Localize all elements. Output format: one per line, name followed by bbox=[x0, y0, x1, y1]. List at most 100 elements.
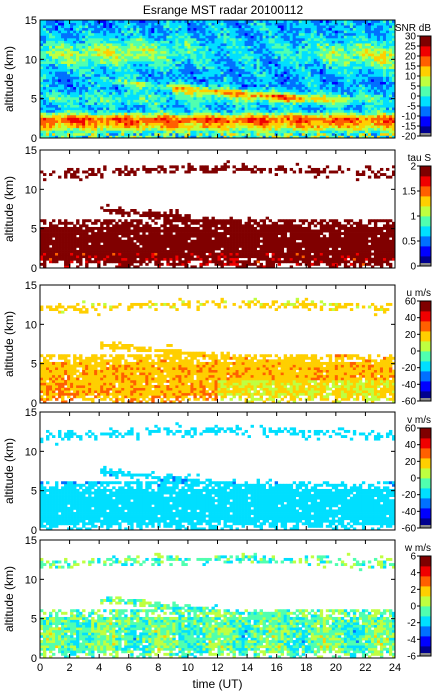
heatmap-cell bbox=[265, 120, 269, 123]
heatmap-cell bbox=[64, 130, 68, 134]
heatmap-cell bbox=[79, 71, 83, 75]
heatmap-cell bbox=[100, 30, 104, 34]
heatmap-cell bbox=[352, 127, 357, 131]
heatmap-cell bbox=[352, 66, 357, 70]
heatmap-cell bbox=[289, 37, 294, 41]
heatmap-cell bbox=[49, 122, 53, 126]
heatmap-cell bbox=[157, 73, 161, 77]
heatmap-cell bbox=[355, 125, 360, 129]
heatmap-cell bbox=[187, 63, 191, 67]
heatmap-cell bbox=[250, 120, 254, 123]
heatmap-cell bbox=[340, 35, 345, 39]
heatmap-cell bbox=[124, 114, 128, 118]
heatmap-cell bbox=[82, 84, 86, 88]
heatmap-cell bbox=[199, 112, 203, 116]
heatmap-cell bbox=[82, 32, 86, 36]
heatmap-cell bbox=[262, 20, 266, 23]
heatmap-cell bbox=[289, 89, 294, 93]
heatmap-cell bbox=[265, 55, 269, 59]
heatmap-cell bbox=[106, 91, 110, 95]
heatmap-cell bbox=[115, 112, 119, 116]
heatmap-cell bbox=[346, 73, 351, 77]
heatmap-cell bbox=[298, 73, 303, 77]
heatmap-cell bbox=[322, 99, 327, 103]
heatmap-cell bbox=[55, 30, 59, 34]
heatmap-cell bbox=[205, 37, 209, 41]
heatmap-cell bbox=[82, 40, 86, 44]
heatmap-cell bbox=[262, 84, 266, 88]
heatmap-cell bbox=[346, 81, 351, 85]
heatmap-cell bbox=[154, 79, 158, 82]
heatmap-cell bbox=[358, 104, 363, 108]
heatmap-cell bbox=[178, 25, 182, 29]
heatmap-cell bbox=[106, 89, 110, 93]
heatmap-cell bbox=[121, 122, 125, 126]
heatmap-cell bbox=[151, 53, 155, 57]
heatmap-cell bbox=[238, 79, 242, 82]
heatmap-cell bbox=[88, 94, 92, 98]
heatmap-cell bbox=[67, 76, 71, 80]
heatmap-cell bbox=[166, 84, 170, 88]
heatmap-cell bbox=[244, 25, 248, 29]
heatmap-cell bbox=[181, 43, 185, 47]
heatmap-cell bbox=[217, 73, 221, 77]
heatmap-cell bbox=[268, 71, 272, 75]
heatmap-cell bbox=[364, 84, 369, 88]
heatmap-cell bbox=[340, 94, 345, 98]
heatmap-cell bbox=[265, 30, 269, 34]
heatmap-cell bbox=[100, 96, 104, 100]
heatmap-cell bbox=[223, 22, 227, 26]
heatmap-cell bbox=[325, 96, 330, 100]
heatmap-cell bbox=[199, 96, 203, 100]
heatmap-cell bbox=[253, 127, 257, 131]
heatmap-cell bbox=[265, 40, 269, 44]
heatmap-cell bbox=[127, 86, 131, 90]
heatmap-cell bbox=[241, 104, 245, 108]
heatmap-cell bbox=[43, 81, 47, 85]
heatmap-cell bbox=[226, 63, 230, 67]
heatmap-cell bbox=[289, 125, 294, 129]
heatmap-cell bbox=[211, 109, 215, 113]
heatmap-cell bbox=[109, 120, 113, 123]
heatmap-cell bbox=[121, 55, 125, 59]
heatmap-cell bbox=[169, 68, 173, 72]
heatmap-cell bbox=[310, 48, 315, 52]
heatmap-cell bbox=[169, 130, 173, 134]
heatmap-cell bbox=[319, 127, 324, 131]
heatmap-cell bbox=[214, 94, 218, 98]
heatmap-cell bbox=[139, 76, 143, 80]
heatmap-cell bbox=[238, 63, 242, 67]
heatmap-cell bbox=[145, 114, 149, 118]
heatmap-cell bbox=[313, 125, 318, 129]
heatmap-cell bbox=[334, 125, 339, 129]
heatmap-cell bbox=[133, 132, 137, 136]
heatmap-cell bbox=[208, 86, 212, 90]
heatmap-cell bbox=[232, 45, 236, 49]
heatmap-cell bbox=[310, 122, 315, 126]
heatmap-cell bbox=[265, 104, 269, 108]
heatmap-cell bbox=[205, 79, 209, 82]
heatmap-cell bbox=[223, 76, 227, 80]
heatmap-cell bbox=[322, 102, 327, 106]
heatmap-cell bbox=[40, 112, 44, 116]
heatmap-cell bbox=[247, 71, 251, 75]
heatmap-cell bbox=[88, 20, 92, 23]
heatmap-cell bbox=[238, 30, 242, 34]
heatmap-cell bbox=[76, 91, 80, 95]
heatmap-cell bbox=[157, 89, 161, 93]
heatmap-cell bbox=[46, 132, 50, 136]
heatmap-cell bbox=[361, 117, 366, 121]
heatmap-cell bbox=[70, 109, 74, 113]
heatmap-cell bbox=[268, 109, 272, 113]
heatmap-cell bbox=[82, 120, 86, 123]
heatmap-cell bbox=[97, 48, 101, 52]
heatmap-cell bbox=[166, 96, 170, 100]
heatmap-cell bbox=[265, 112, 269, 116]
heatmap-cell bbox=[232, 43, 236, 47]
heatmap-cell bbox=[331, 107, 336, 111]
heatmap-cell bbox=[148, 35, 152, 39]
heatmap-cell bbox=[106, 45, 110, 49]
heatmap-cell bbox=[106, 20, 110, 23]
heatmap-cell bbox=[139, 127, 143, 131]
heatmap-cell bbox=[67, 109, 71, 113]
